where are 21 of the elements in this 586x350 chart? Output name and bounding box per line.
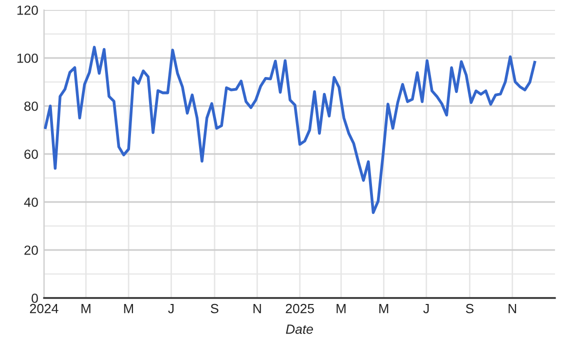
x-tick-label: N [254, 304, 261, 314]
y-tick-label: 120 [17, 6, 38, 15]
line-series [44, 46, 536, 214]
x-tick-label: M [82, 304, 90, 314]
x-tick-label: S [210, 304, 218, 314]
x-tick-label: M [379, 304, 388, 314]
x-tick-label: J [168, 304, 174, 314]
x-tick-label: M [124, 304, 133, 314]
y-tick-label: 40 [24, 198, 38, 207]
y-tick-label: 0 [32, 294, 38, 303]
x-tick-label: S [466, 304, 474, 314]
y-tick-label: 100 [17, 54, 38, 63]
x-tick-label: 2025 [286, 304, 314, 314]
x-tick-label: 2024 [30, 304, 58, 314]
y-tick-label: 80 [24, 102, 38, 111]
x-axis-title: Date [286, 324, 313, 334]
y-tick-label: 20 [24, 246, 38, 255]
x-tick-label: M [336, 304, 346, 314]
x-tick-label: J [423, 304, 429, 314]
x-tick-label: N [508, 304, 516, 314]
y-tick-label: 60 [24, 150, 38, 159]
